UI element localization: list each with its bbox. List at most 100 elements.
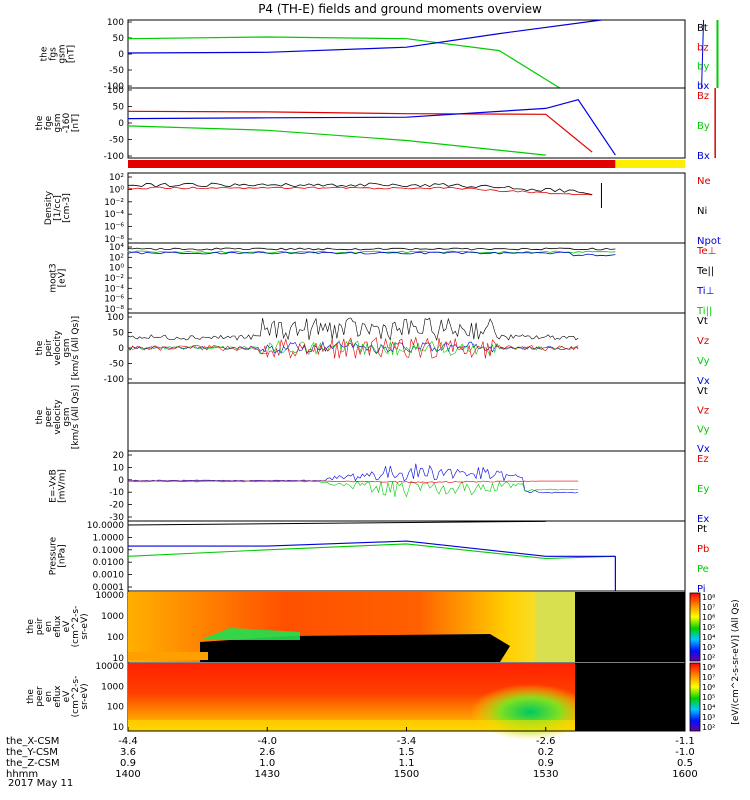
ytick-label: 50 xyxy=(113,103,125,113)
ylabel-line: eflux xyxy=(53,615,63,638)
ylabel-line: en xyxy=(44,691,54,702)
ylabel-line: fge xyxy=(44,115,54,130)
legend-item-Ex: Ex xyxy=(697,514,709,525)
colorbar-tick: 10² xyxy=(702,723,715,732)
time-row-value: 1500 xyxy=(394,769,419,780)
time-row-value: 0.2 xyxy=(538,747,554,758)
eflux-layer xyxy=(128,592,685,740)
ytick-label: 10⁻⁸ xyxy=(104,305,124,315)
ytick-label: 10⁻² xyxy=(104,198,124,208)
time-axis: the_X-CSM -4.4 -4.0 -3.4 -2.6 -1.1 the_Y-CSM 3.… xyxy=(6,727,698,780)
legend-item-Pt: Pt xyxy=(697,524,707,535)
ylabel-line: the xyxy=(26,619,36,634)
ytick-label: 100 xyxy=(107,703,124,713)
date-label: 2017 May 11 xyxy=(8,778,73,789)
ytick-label: 10⁻⁸ xyxy=(104,235,124,245)
ylabel-line: peer xyxy=(44,406,54,427)
time-row-value: -1.1 xyxy=(675,736,695,747)
series-ni xyxy=(127,182,593,195)
legend-item-Pb: Pb xyxy=(697,544,709,555)
time-row-value: 0.5 xyxy=(677,758,693,769)
page-title: P4 (TH-E) fields and ground moments over… xyxy=(258,2,542,16)
colorbar-tick: 10⁸ xyxy=(702,663,715,672)
ytick-label: 0 xyxy=(118,476,124,486)
ytick-label: 0.0100 xyxy=(93,558,125,568)
ylabel-line: fgs xyxy=(49,47,59,61)
ylabel-line: the xyxy=(35,115,45,130)
ylabel-line: peer xyxy=(35,686,45,707)
peir-eflux-nodata xyxy=(575,592,685,662)
panel-frame xyxy=(127,19,686,89)
time-row-label: the_Z-CSM xyxy=(6,758,60,769)
ytick-label: 10⁴ xyxy=(109,243,124,253)
ylabel-line: E=-VxB xyxy=(49,469,59,503)
ytick-label: 10⁻⁴ xyxy=(104,284,124,294)
series-Bx xyxy=(127,99,616,156)
colorbar-tick: 10³ xyxy=(702,643,715,652)
ylabel-line: [km/s (All Qs)] xyxy=(71,316,81,380)
time-row-value: 0.9 xyxy=(120,758,136,769)
ytick-label: 0 xyxy=(118,50,124,60)
ytick-label: -50 xyxy=(109,66,124,76)
ylabel-line: moqt3 xyxy=(49,263,59,292)
colorbar-tick: 10⁶ xyxy=(702,683,715,692)
ylabel-line: gsm xyxy=(62,407,72,426)
time-row-value: -2.6 xyxy=(536,736,556,747)
ytick-label: 100 xyxy=(107,313,124,323)
peer-eflux-nodata xyxy=(575,663,685,731)
ytick-label: 100 xyxy=(107,18,124,28)
ylabel-line: [1/cc] xyxy=(53,195,63,221)
ytick-label: 10 xyxy=(113,463,125,473)
time-row-value: 1600 xyxy=(672,769,697,780)
colorbar-tick: 10⁴ xyxy=(702,703,715,712)
legend-item-Pi: Pi xyxy=(697,584,706,595)
panel-efield: 20 10 0 -10 -20 -30 E=-VxB [mV/m] Ez Ey Ex xyxy=(49,450,709,525)
legend-item-Ne: Ne xyxy=(697,176,711,187)
time-row-value: 1.0 xyxy=(259,758,275,769)
legend-item-Te⊥: Te⊥ xyxy=(696,246,716,257)
ylabel-line: the xyxy=(35,409,45,424)
peir-eflux-lowstrip xyxy=(128,652,208,660)
peir-eflux-lowband xyxy=(200,628,300,640)
ylabel-line: eflux xyxy=(53,685,63,708)
ylabel-line: peir xyxy=(44,339,54,357)
ytick-label: 1000 xyxy=(101,682,124,692)
ytick-label: 50 xyxy=(113,329,125,339)
quality-bar-red xyxy=(128,160,616,168)
series-ez xyxy=(127,480,579,484)
legend-item-By: By xyxy=(697,121,710,132)
bx-spike xyxy=(701,19,705,89)
colorbar-upper xyxy=(689,592,701,662)
ytick-label: 10⁻⁶ xyxy=(104,223,124,233)
time-row-value: 3.6 xyxy=(120,747,136,758)
legend-item-Pe: Pe xyxy=(697,564,709,575)
ylabel-line: eV xyxy=(62,620,72,633)
ytick-label: 10⁻⁶ xyxy=(104,295,124,305)
ylabel-line: [nPa] xyxy=(58,544,68,567)
ylabel-line: Density xyxy=(44,190,54,225)
ytick-label: 0 xyxy=(118,344,124,354)
ylabel-line: the xyxy=(40,46,50,61)
ytick-label: 1.0000 xyxy=(93,533,125,543)
colorbar-tick: 10⁵ xyxy=(702,623,715,632)
ytick-label: 10² xyxy=(109,173,124,183)
ytick-label: 10 xyxy=(113,654,125,664)
series-by xyxy=(127,36,561,89)
ytick-label: 10⁰ xyxy=(109,185,124,195)
time-row-label: hhmm xyxy=(6,769,38,780)
panel-frame xyxy=(127,87,686,159)
legend-item-Ti||: Ti|| xyxy=(696,306,712,317)
panel-pressure: 10.0000 1.0000 0.1000 0.0100 0.0010 0.0001 Pre… xyxy=(49,520,709,595)
ytick-label: 100 xyxy=(107,86,124,96)
panels-layer: 100500-50-100thefgsgsm[nT]Btbzbybx100500… xyxy=(26,18,721,733)
ylabel-line: -160 xyxy=(62,113,72,134)
series-Pe xyxy=(127,543,616,560)
time-row-value: -4.0 xyxy=(257,736,277,747)
time-row-label: the_X-CSM xyxy=(6,736,59,747)
ylabel-line: the xyxy=(26,689,36,704)
ylabel-line: (cm^2-s- xyxy=(71,606,81,648)
series-By xyxy=(127,125,546,156)
legend-item-Te||: Te|| xyxy=(696,266,714,277)
